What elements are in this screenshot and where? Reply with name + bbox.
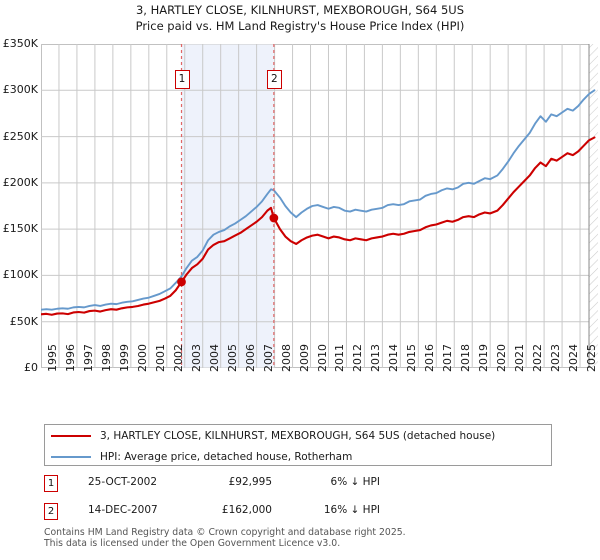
highlight-band-layer (181, 44, 274, 368)
transaction-point-marker (269, 213, 279, 223)
x-axis-tick-label: 2001 (153, 344, 167, 372)
x-axis-tick-label: 2003 (189, 344, 203, 372)
transaction-point-marker (177, 277, 186, 287)
series-layer (41, 89, 596, 316)
x-axis-tick-label: 2011 (333, 344, 347, 372)
chart-svg (41, 44, 598, 368)
transaction-hpi-delta: 6% ↓ HPI (330, 476, 380, 488)
y-axis-tick-label: £50K (9, 314, 38, 328)
x-axis-tick-label: 2002 (171, 344, 185, 372)
x-axis-tick-label: 2021 (513, 344, 527, 372)
x-axis-tick-label: 2018 (459, 344, 473, 372)
x-axis-tick-label: 2016 (423, 344, 437, 372)
legend-item-hpi: HPI: Average price, detached house, Roth… (45, 446, 551, 467)
x-axis-tick-label: 2008 (279, 344, 293, 372)
x-axis-tick-label: 2023 (549, 344, 563, 372)
x-axis-tick-label: 1998 (99, 344, 113, 372)
chart-marker-flag-1[interactable]: 1 (174, 70, 190, 89)
footer-line-1: Contains HM Land Registry data © Crown c… (44, 527, 406, 538)
series-line-hpi (41, 89, 596, 311)
x-axis-tick-label: 2020 (495, 344, 509, 372)
table-row[interactable]: 2 14-DEC-2007 £162,000 16% ↓ HPI (44, 503, 552, 523)
legend-label-property: 3, HARTLEY CLOSE, KILNHURST, MEXBOROUGH,… (100, 429, 496, 442)
series-line-property (41, 136, 596, 316)
transaction-date: 25-OCT-2002 (88, 476, 157, 488)
x-axis-tick-label: 2007 (261, 344, 275, 372)
page-title: 3, HARTLEY CLOSE, KILNHURST, MEXBOROUGH,… (0, 3, 600, 34)
legend-swatch-property (51, 434, 91, 437)
x-axis-tick-label: 2006 (243, 344, 257, 372)
copyright-footer: Contains HM Land Registry data © Crown c… (44, 527, 584, 549)
y-axis-tick-label: £100K (2, 268, 38, 282)
x-axis-tick-label: 2022 (531, 344, 545, 372)
transaction-index-badge: 1 (44, 475, 58, 492)
table-row[interactable]: 1 25-OCT-2002 £92,995 6% ↓ HPI (44, 475, 552, 495)
legend-swatch-hpi (51, 455, 91, 458)
transaction-hpi-delta: 16% ↓ HPI (323, 504, 380, 516)
x-axis-tick-label: 2013 (369, 344, 383, 372)
legend-label-hpi: HPI: Average price, detached house, Roth… (100, 450, 353, 463)
x-axis-tick-label: 1999 (117, 344, 131, 372)
forecast-hatch-layer (588, 44, 598, 368)
y-axis-tick-label: £200K (2, 175, 38, 189)
chart-legend: 3, HARTLEY CLOSE, KILNHURST, MEXBOROUGH,… (44, 424, 552, 466)
x-axis-tick-label: 2025 (585, 344, 599, 372)
x-axis-tick-label: 2014 (387, 344, 401, 372)
y-axis-tick-label: £0 (24, 361, 38, 374)
x-axis-tick-label: 2017 (441, 344, 455, 372)
x-axis-tick-label: 2010 (315, 344, 329, 372)
title-line-2: Price paid vs. HM Land Registry's House … (135, 18, 465, 33)
transaction-index-badge: 2 (44, 503, 58, 520)
x-axis-tick-label: 1997 (81, 344, 95, 372)
x-axis-tick-label: 2000 (135, 344, 149, 372)
y-axis-tick-label: £150K (2, 222, 38, 236)
x-axis-tick-label: 2012 (351, 344, 365, 372)
x-axis-tick-label: 1996 (63, 344, 77, 372)
transaction-marker-dots (177, 213, 279, 287)
transaction-price: £162,000 (221, 504, 272, 516)
chart-marker-flag-2[interactable]: 2 (266, 70, 282, 89)
title-line-1: 3, HARTLEY CLOSE, KILNHURST, MEXBOROUGH,… (135, 3, 465, 17)
x-axis-tick-label: 2019 (477, 344, 491, 372)
transaction-marker-lines (180, 44, 275, 368)
chart-plot-area (41, 44, 598, 368)
transaction-price: £92,995 (228, 476, 272, 488)
x-axis-tick-label: 2024 (567, 344, 581, 372)
x-axis-tick-label: 2005 (225, 344, 239, 372)
legend-item-property: 3, HARTLEY CLOSE, KILNHURST, MEXBOROUGH,… (45, 425, 551, 446)
x-axis-tick-label: 2015 (405, 344, 419, 372)
transaction-date: 14-DEC-2007 (88, 504, 158, 516)
footer-line-2: This data is licensed under the Open Gov… (44, 537, 341, 549)
y-axis-tick-label: £350K (2, 37, 38, 50)
x-axis-tick-label: 1995 (46, 344, 59, 372)
x-axis-tick-label: 2009 (297, 344, 311, 372)
y-axis-tick-label: £300K (2, 83, 38, 97)
x-axis-tick-label: 2004 (207, 344, 221, 372)
y-axis-tick-label: £250K (2, 129, 38, 143)
